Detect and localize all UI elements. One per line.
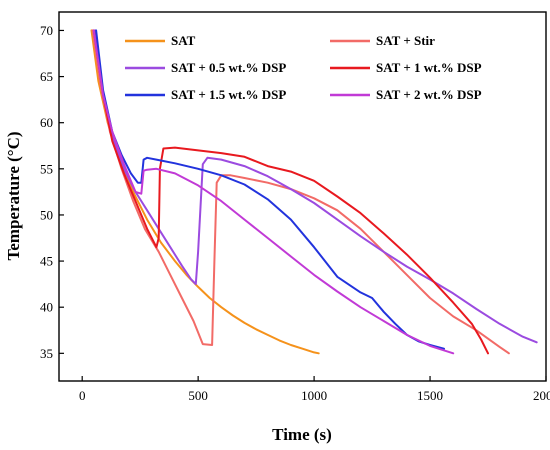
x-tick-label: 1500 (417, 388, 443, 403)
legend-label: SAT (171, 33, 196, 48)
y-tick-label: 50 (40, 207, 53, 222)
series-line (95, 29, 445, 350)
x-tick-label: 1000 (301, 388, 327, 403)
y-tick-label: 35 (40, 346, 53, 361)
legend-label: SAT + 1.5 wt.% DSP (171, 87, 286, 102)
y-axis-title: Temperature (°C) (4, 131, 23, 260)
x-axis-title: Time (s) (272, 425, 332, 444)
x-axis: 0 500 1000 1500 2000 (79, 376, 550, 403)
x-tick-label: 2000 (533, 388, 550, 403)
series-layer (90, 29, 538, 355)
legend-label: SAT + 0.5 wt.% DSP (171, 60, 286, 75)
y-tick-label: 60 (40, 115, 53, 130)
y-tick-label: 45 (40, 254, 53, 269)
x-tick-label: 0 (79, 388, 86, 403)
series-line (92, 29, 455, 355)
y-tick-label: 65 (40, 69, 53, 84)
series-line (93, 29, 538, 344)
x-tick-label: 500 (188, 388, 208, 403)
legend-label: SAT + 2 wt.% DSP (376, 87, 482, 102)
legend-label: SAT + Stir (376, 33, 435, 48)
series-line (90, 29, 320, 355)
y-tick-label: 55 (40, 161, 53, 176)
y-axis: 35 40 45 50 55 60 65 70 (40, 23, 64, 361)
y-tick-label: 40 (40, 300, 53, 315)
legend: SAT SAT + Stir SAT + 0.5 wt.% DSP SAT + 1 w… (125, 33, 482, 102)
y-tick-label: 70 (40, 23, 53, 38)
series-line (91, 29, 510, 355)
series-line (92, 29, 489, 355)
legend-label: SAT + 1 wt.% DSP (376, 60, 482, 75)
plot-frame (58, 11, 547, 382)
